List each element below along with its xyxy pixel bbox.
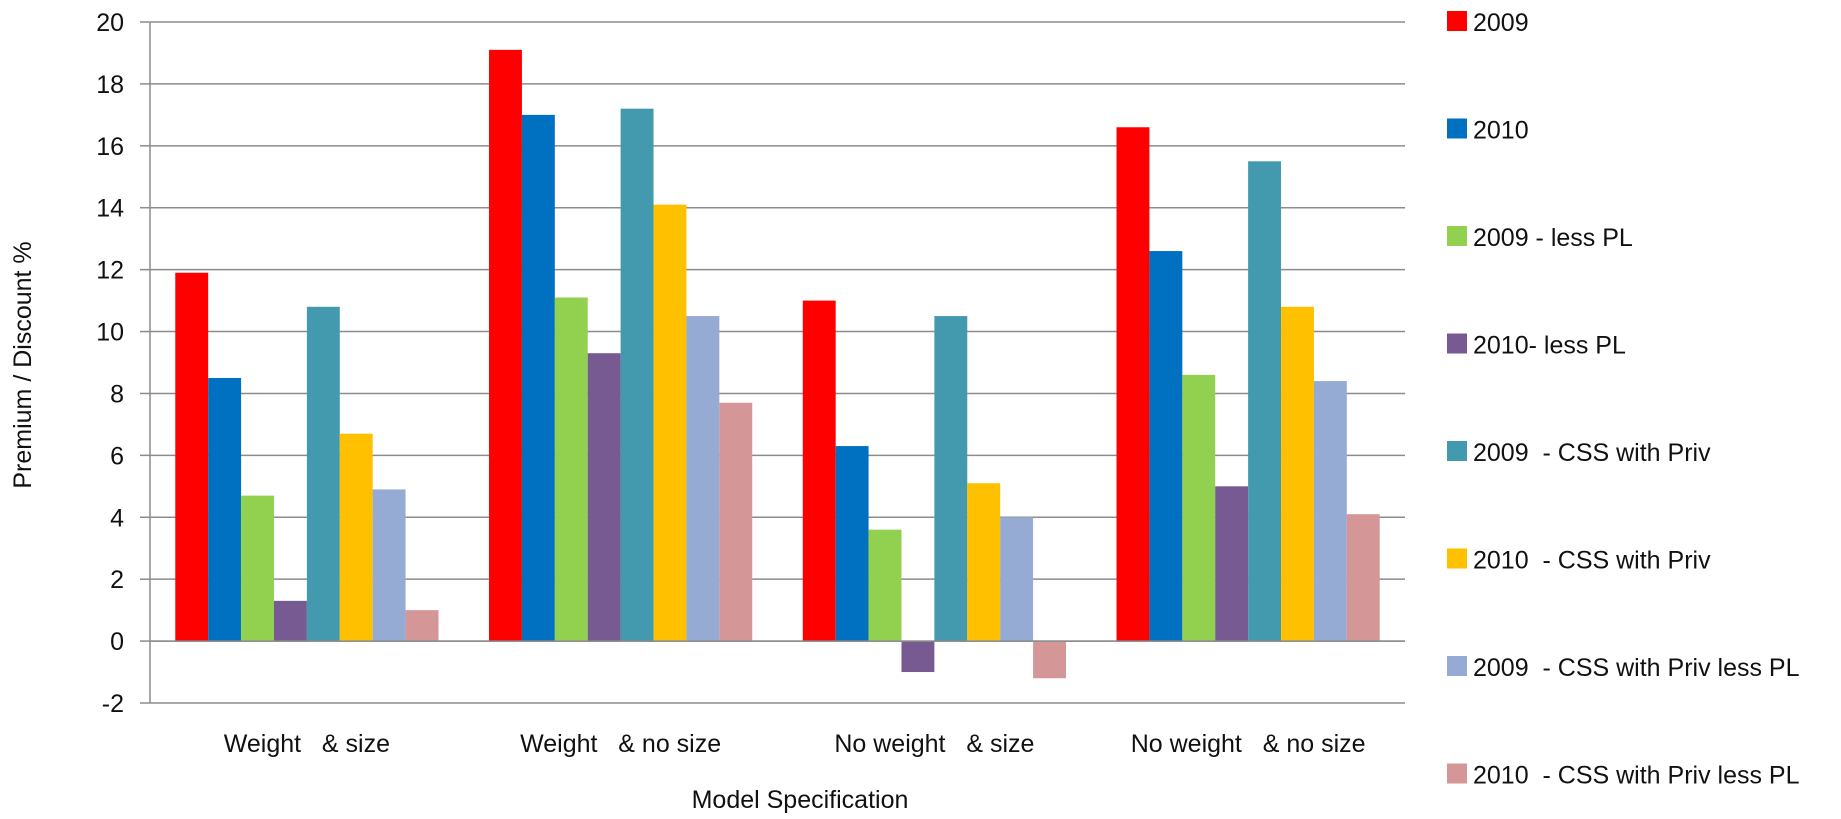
x-axis-title: Model Specification <box>692 786 909 814</box>
bar <box>1000 517 1034 642</box>
bar <box>306 306 340 642</box>
legend-label: 2010 - CSS with Priv <box>1473 547 1711 575</box>
bar <box>587 353 621 642</box>
bar <box>967 483 1001 642</box>
y-tick-label: -2 <box>102 690 124 718</box>
x-category-label: Weight & no size <box>520 730 721 758</box>
bar <box>241 495 274 642</box>
y-tick-label: 12 <box>96 257 124 285</box>
bar <box>1033 641 1066 679</box>
bar <box>868 529 902 642</box>
y-tick-label: 2 <box>110 566 124 594</box>
legend-swatch <box>1447 11 1467 31</box>
bar <box>489 49 522 642</box>
bar <box>1149 251 1183 642</box>
bar <box>719 402 753 642</box>
x-category-label: Weight & size <box>224 730 390 758</box>
bar <box>802 300 836 642</box>
bar <box>521 114 555 642</box>
bar <box>554 297 588 642</box>
bar <box>175 272 209 642</box>
legend-label: 2009 - CSS with Priv <box>1473 439 1711 467</box>
y-tick-label: 6 <box>110 442 124 470</box>
y-tick-label: 4 <box>110 504 124 532</box>
bar <box>901 641 935 673</box>
legend-swatch <box>1447 118 1467 139</box>
legend-label: 2010- less PL <box>1473 332 1626 360</box>
y-axis-tick-labels: -2 0 2 4 6 8 10 12 14 16 18 20 <box>96 9 124 718</box>
bar <box>1215 486 1249 642</box>
y-tick-label: 14 <box>96 195 124 223</box>
y-tick-label: 0 <box>110 628 124 656</box>
bar <box>405 610 439 642</box>
bar <box>1346 514 1380 642</box>
bar <box>686 316 720 642</box>
x-category-label: No weight & no size <box>1131 730 1366 758</box>
y-axis-title: Premium / Discount % <box>9 241 37 488</box>
legend-swatch <box>1447 226 1467 246</box>
bar <box>1248 161 1282 642</box>
legend-label: 2009 <box>1473 9 1529 37</box>
legend-swatch <box>1447 548 1467 569</box>
bar <box>653 204 687 642</box>
legend-swatch <box>1447 656 1467 676</box>
legend-label: 2010 - CSS with Priv less PL <box>1473 762 1800 790</box>
bar <box>339 433 373 642</box>
legend-label: 2009 - less PL <box>1473 224 1633 252</box>
y-tick-label: 8 <box>110 380 124 408</box>
bars <box>175 49 1380 679</box>
legend-label: 2010 <box>1473 117 1529 145</box>
y-tick-label: 10 <box>96 319 124 347</box>
bar <box>934 316 968 642</box>
legend-swatch <box>1447 441 1467 461</box>
bar <box>835 446 869 642</box>
bar <box>372 489 406 642</box>
bar <box>208 377 242 642</box>
legend-swatch <box>1447 333 1467 354</box>
bar <box>1116 127 1150 642</box>
legend-swatch <box>1447 763 1467 784</box>
x-category-label: No weight & size <box>834 730 1034 758</box>
bar <box>1281 306 1314 642</box>
y-tick-label: 16 <box>96 133 124 161</box>
x-axis-category-labels: Weight & size Weight & no size No weight &… <box>224 730 1366 758</box>
bar <box>1182 374 1216 642</box>
y-tick-label: 20 <box>96 9 124 37</box>
axes <box>149 22 1405 703</box>
y-tick-label: 18 <box>96 71 124 99</box>
bar <box>273 600 307 642</box>
legend: 2009 2010 2009 - less PL 2010- less PL 2009 … <box>1447 9 1800 790</box>
legend-label: 2009 - CSS with Priv less PL <box>1473 654 1800 682</box>
bar <box>620 108 654 642</box>
bar <box>1313 381 1347 642</box>
